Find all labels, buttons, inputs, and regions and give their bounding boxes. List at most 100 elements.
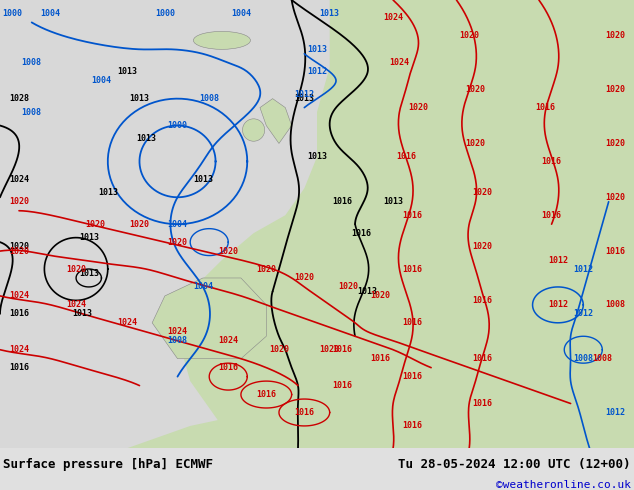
Text: 1012: 1012: [548, 300, 568, 309]
Text: 1000: 1000: [155, 9, 175, 18]
Text: 1008: 1008: [605, 300, 625, 309]
Text: 1012: 1012: [573, 265, 593, 273]
Text: 1000: 1000: [3, 9, 23, 18]
Text: Surface pressure [hPa] ECMWF: Surface pressure [hPa] ECMWF: [3, 458, 213, 471]
Text: 1016: 1016: [402, 265, 422, 273]
Text: 1013: 1013: [193, 175, 213, 184]
Text: 1008: 1008: [167, 336, 188, 345]
Text: 1016: 1016: [402, 372, 422, 381]
Text: 1024: 1024: [117, 318, 137, 327]
Text: 1020: 1020: [370, 292, 391, 300]
Text: 1012: 1012: [605, 408, 625, 417]
Text: 1013: 1013: [383, 197, 403, 206]
Text: 1016: 1016: [472, 399, 492, 408]
Text: 1020: 1020: [66, 265, 86, 273]
Text: 1012: 1012: [294, 90, 314, 98]
Ellipse shape: [242, 119, 265, 141]
Text: 1024: 1024: [167, 327, 188, 336]
Text: 1008: 1008: [22, 108, 42, 117]
Text: 1020: 1020: [605, 193, 625, 202]
Text: 1016: 1016: [370, 354, 391, 363]
Text: 1020: 1020: [408, 103, 429, 112]
Text: 1016: 1016: [332, 345, 353, 354]
Text: 1016: 1016: [535, 103, 555, 112]
Text: 1013: 1013: [98, 188, 118, 197]
Text: 1020: 1020: [256, 265, 276, 273]
Text: 1020: 1020: [459, 31, 479, 40]
Text: ©weatheronline.co.uk: ©weatheronline.co.uk: [496, 480, 631, 490]
Text: 1013: 1013: [307, 45, 327, 54]
Text: 1024: 1024: [66, 300, 86, 309]
Text: 1016: 1016: [605, 246, 625, 256]
Text: 1024: 1024: [218, 336, 238, 345]
Polygon shape: [260, 98, 292, 144]
Polygon shape: [152, 278, 266, 359]
Text: 1008: 1008: [199, 94, 219, 103]
Text: 1000: 1000: [167, 121, 188, 130]
Text: 1013: 1013: [117, 67, 137, 76]
Text: 1024: 1024: [383, 13, 403, 23]
Text: 1013: 1013: [320, 9, 340, 18]
Polygon shape: [336, 9, 406, 125]
Text: 1008: 1008: [592, 354, 612, 363]
Text: 1016: 1016: [402, 318, 422, 327]
Text: 1028: 1028: [9, 94, 29, 103]
Text: 1024: 1024: [9, 175, 29, 184]
Text: 1016: 1016: [402, 211, 422, 220]
Text: 1012: 1012: [548, 256, 568, 265]
Text: 1013: 1013: [307, 152, 327, 161]
Text: 1024: 1024: [9, 345, 29, 354]
Text: 1016: 1016: [218, 363, 238, 372]
Text: 1020: 1020: [605, 31, 625, 40]
Text: 1020: 1020: [465, 85, 486, 94]
Text: 1013: 1013: [136, 134, 156, 144]
Text: 1004: 1004: [91, 76, 112, 85]
Text: 1016: 1016: [402, 421, 422, 430]
Text: 1020: 1020: [9, 242, 29, 251]
Text: 1016: 1016: [541, 211, 562, 220]
Text: 1016: 1016: [9, 363, 29, 372]
Text: 1020: 1020: [85, 220, 105, 229]
Text: 1020: 1020: [9, 246, 29, 256]
Text: 1004: 1004: [41, 9, 61, 18]
Text: 1016: 1016: [332, 197, 353, 206]
Polygon shape: [178, 0, 634, 448]
Text: 1020: 1020: [294, 273, 314, 282]
Text: 1013: 1013: [79, 269, 99, 278]
Ellipse shape: [193, 31, 250, 49]
Text: 1016: 1016: [351, 229, 372, 238]
Text: 1020: 1020: [269, 345, 289, 354]
Text: 1016: 1016: [472, 354, 492, 363]
Text: 1020: 1020: [9, 197, 29, 206]
Text: 1012: 1012: [307, 67, 327, 76]
Text: 1016: 1016: [541, 157, 562, 166]
Text: 1004: 1004: [231, 9, 251, 18]
Text: 1020: 1020: [605, 139, 625, 148]
Text: 1016: 1016: [332, 381, 353, 390]
Text: 1020: 1020: [129, 220, 150, 229]
Text: 1013: 1013: [79, 233, 99, 242]
Text: 1004: 1004: [193, 282, 213, 292]
Text: 1020: 1020: [605, 85, 625, 94]
Text: 1016: 1016: [256, 390, 276, 399]
Text: 1013: 1013: [129, 94, 150, 103]
Text: 1016: 1016: [396, 152, 416, 161]
Text: 1013: 1013: [72, 309, 93, 318]
Text: 1008: 1008: [573, 354, 593, 363]
Text: 1020: 1020: [218, 246, 238, 256]
Text: 1016: 1016: [294, 408, 314, 417]
Text: 1008: 1008: [22, 58, 42, 67]
Text: 1013: 1013: [294, 94, 314, 103]
Text: 1020: 1020: [472, 188, 492, 197]
Text: 1020: 1020: [339, 282, 359, 292]
Text: 1016: 1016: [9, 309, 29, 318]
Text: 1024: 1024: [9, 292, 29, 300]
Text: 1013: 1013: [358, 287, 378, 296]
Text: 1024: 1024: [389, 58, 410, 67]
Polygon shape: [127, 368, 634, 448]
Text: Tu 28-05-2024 12:00 UTC (12+00): Tu 28-05-2024 12:00 UTC (12+00): [398, 458, 631, 471]
Text: 1020: 1020: [465, 139, 486, 148]
Text: 1020: 1020: [320, 345, 340, 354]
Text: 1004: 1004: [167, 220, 188, 229]
Text: 1020: 1020: [167, 238, 188, 246]
